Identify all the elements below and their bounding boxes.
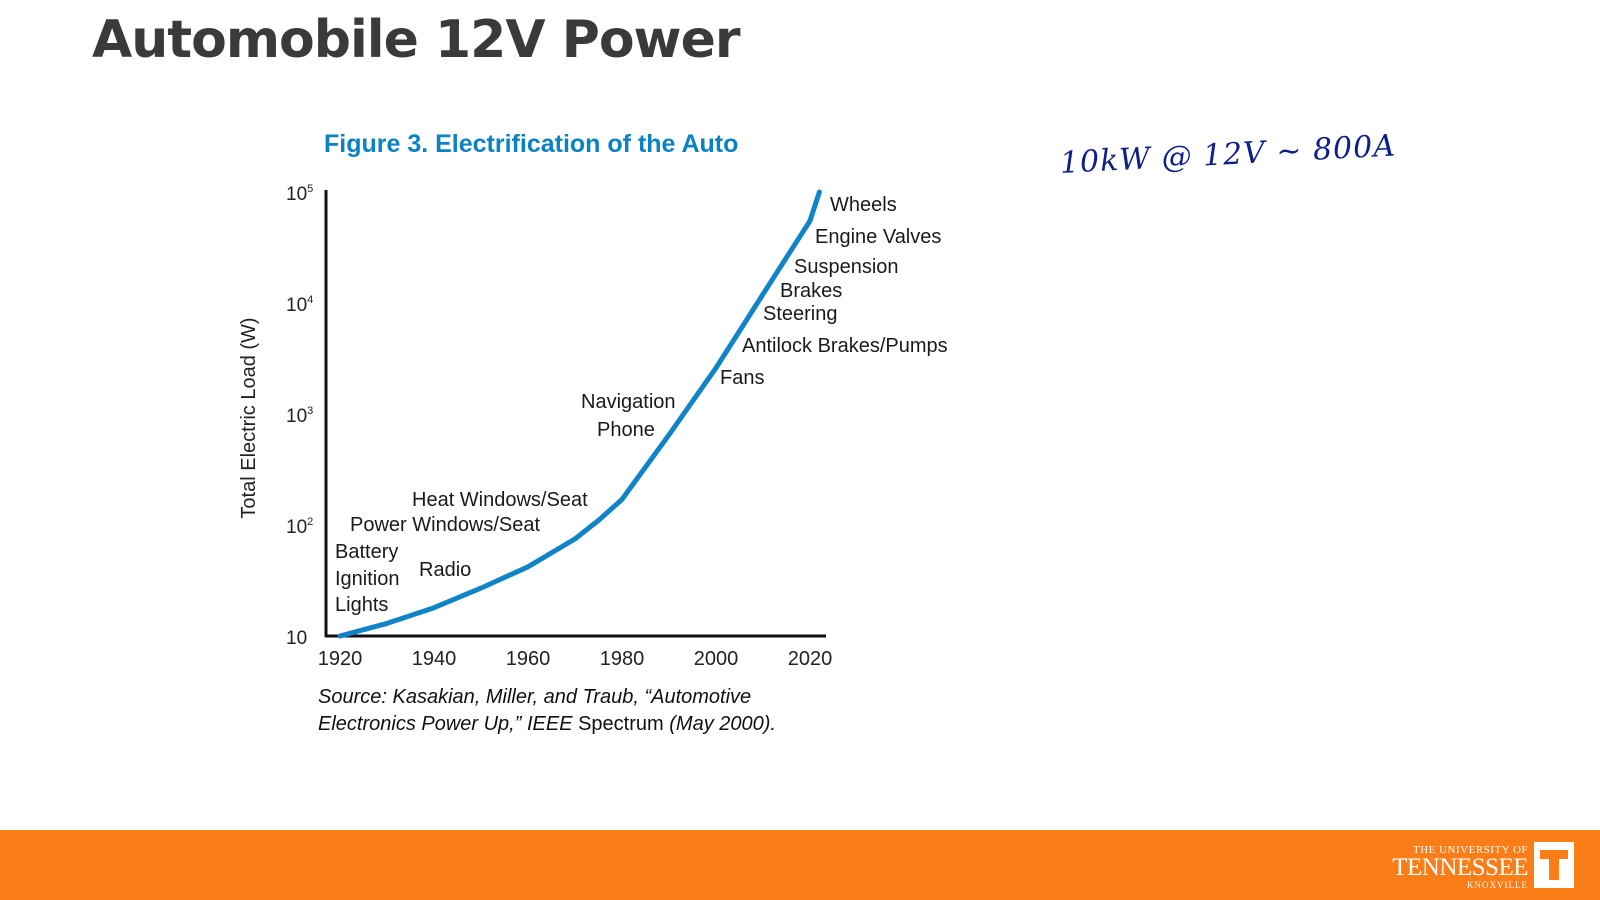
annotation-label: Wheels xyxy=(830,194,897,216)
handwritten-note: 10kW @ 12V ~ 800A xyxy=(1059,128,1397,181)
slide-title: Automobile 12V Power xyxy=(92,10,740,70)
annotation-label: Ignition xyxy=(335,568,400,590)
university-logo-text: THE UNIVERSITY OF TENNESSEE KNOXVILLE xyxy=(1368,844,1528,890)
source-part-1: Source: Kasakian, Miller, and Traub, “Au… xyxy=(318,686,752,708)
x-tick-label: 1980 xyxy=(600,648,645,670)
annotation-label: Heat Windows/Seat xyxy=(412,489,588,511)
annotation-label: Brakes xyxy=(780,280,842,302)
source-part-2: Electronics Power Up,” IEEE xyxy=(318,713,573,735)
source-part-3: Spectrum xyxy=(578,713,664,735)
annotation-label: Fans xyxy=(720,367,764,389)
logo-line-2: TENNESSEE xyxy=(1392,854,1528,881)
y-tick-label: 102 xyxy=(286,516,313,538)
x-tick-label: 2020 xyxy=(788,648,833,670)
x-tick-label: 2000 xyxy=(694,648,739,670)
x-tick-label: 1920 xyxy=(318,648,363,670)
electrification-chart: 105 104 103 102 10 1920 1940 1960 1980 2000 2020 To… xyxy=(238,183,948,670)
annotation-label: Radio xyxy=(419,559,471,581)
y-tick-label: 103 xyxy=(286,405,313,427)
y-axis-label: Total Electric Load (W) xyxy=(238,317,260,518)
y-tick-label: 105 xyxy=(286,183,313,205)
y-tick-label: 10 xyxy=(286,628,307,649)
chart-title: Figure 3. Electrification of the Auto xyxy=(324,130,739,158)
annotation-label: Suspension xyxy=(794,256,899,278)
source-part-4: (May 2000). xyxy=(669,713,776,735)
annotation-label: Lights xyxy=(335,594,388,616)
y-tick-label: 104 xyxy=(286,294,313,316)
annotation-label: Navigation xyxy=(581,391,676,413)
annotation-label: Phone xyxy=(597,419,655,441)
footer-bar xyxy=(0,830,1600,900)
load-series-line xyxy=(337,189,822,639)
annotation-label: Antilock Brakes/Pumps xyxy=(742,335,948,357)
x-tick-label: 1960 xyxy=(506,648,551,670)
figure-source: Source: Kasakian, Miller, and Traub, “Au… xyxy=(318,684,776,738)
annotation-label: Battery xyxy=(335,541,398,563)
annotation-label: Steering xyxy=(763,303,838,325)
logo-line-1: THE UNIVERSITY OF xyxy=(1412,844,1528,856)
annotation-label: Engine Valves xyxy=(815,226,941,248)
power-t-logo-icon xyxy=(1534,842,1574,888)
annotation-label: Power Windows/Seat xyxy=(350,514,541,536)
logo-line-3: KNOXVILLE xyxy=(1467,880,1528,890)
x-tick-label: 1940 xyxy=(412,648,457,670)
